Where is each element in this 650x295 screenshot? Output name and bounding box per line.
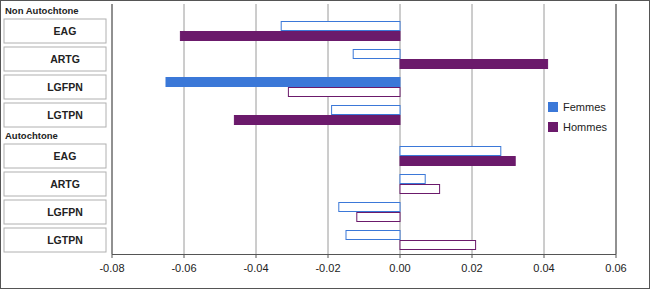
grid: [112, 4, 616, 254]
bar: [353, 50, 400, 59]
category-cell: [4, 19, 106, 43]
plot-left-edge: [112, 4, 113, 254]
bar: [166, 78, 400, 87]
category-cell: [4, 200, 106, 224]
category-cell: [4, 103, 106, 127]
bar: [400, 60, 548, 69]
chart-container: -0.08 -0.06 -0.04 -0.02 0.00 0.02 0.04 0.06 Non …: [0, 0, 650, 295]
grid-line: [184, 4, 185, 254]
grid-line: [616, 4, 617, 254]
bar: [332, 106, 400, 115]
outer-frame: [1, 1, 650, 289]
bar: [400, 185, 440, 194]
bar: [288, 88, 400, 97]
bar: [400, 157, 515, 166]
group-label: Non Autochtone: [5, 5, 79, 16]
bar: [180, 32, 400, 41]
grid-line: [544, 4, 545, 254]
legend-swatch: [548, 122, 558, 132]
tick-label: -0.02: [315, 262, 340, 274]
tick-label: 0.04: [533, 262, 554, 274]
category-label: ARTG: [50, 53, 80, 65]
bar: [400, 241, 476, 250]
category-label: LGFPN: [47, 206, 83, 218]
plot-right-edge: [616, 4, 617, 254]
category-label: EAG: [54, 25, 77, 37]
category-label: EAG: [54, 150, 77, 162]
bar: [400, 147, 501, 156]
bar: [346, 231, 400, 240]
grid-line: [112, 4, 113, 254]
tick-label: -0.08: [99, 262, 124, 274]
bar: [400, 175, 425, 184]
bars: [166, 22, 548, 250]
category-label: LGFPN: [47, 81, 83, 93]
tick-label: 0.02: [461, 262, 482, 274]
bar: [234, 116, 400, 125]
category-cell: [4, 75, 106, 99]
category-label: LGTPN: [47, 109, 83, 121]
category-label: ARTG: [50, 178, 80, 190]
legend: Femmes Hommes: [548, 101, 608, 133]
category-cell: [4, 228, 106, 252]
tick-label: -0.06: [171, 262, 196, 274]
category-cell: [4, 172, 106, 196]
grid-line: [328, 4, 329, 254]
category-label: LGTPN: [47, 234, 83, 246]
x-axis-line: [112, 254, 616, 255]
legend-label: Femmes: [563, 101, 606, 113]
category-cell: [4, 47, 106, 71]
bar: [281, 22, 400, 31]
tick-label: -0.04: [243, 262, 268, 274]
category-cell: [4, 144, 106, 168]
legend-label: Hommes: [563, 121, 608, 133]
grid-line: [256, 4, 257, 254]
grid-line: [472, 4, 473, 254]
chart: -0.08 -0.06 -0.04 -0.02 0.00 0.02 0.04 0.06 Non …: [0, 0, 650, 295]
bar: [357, 213, 400, 222]
tick-label: 0.00: [389, 262, 410, 274]
group-label: Autochtone: [5, 130, 58, 141]
legend-swatch: [548, 102, 558, 112]
bar: [339, 203, 400, 212]
tick-label: 0.06: [605, 262, 626, 274]
